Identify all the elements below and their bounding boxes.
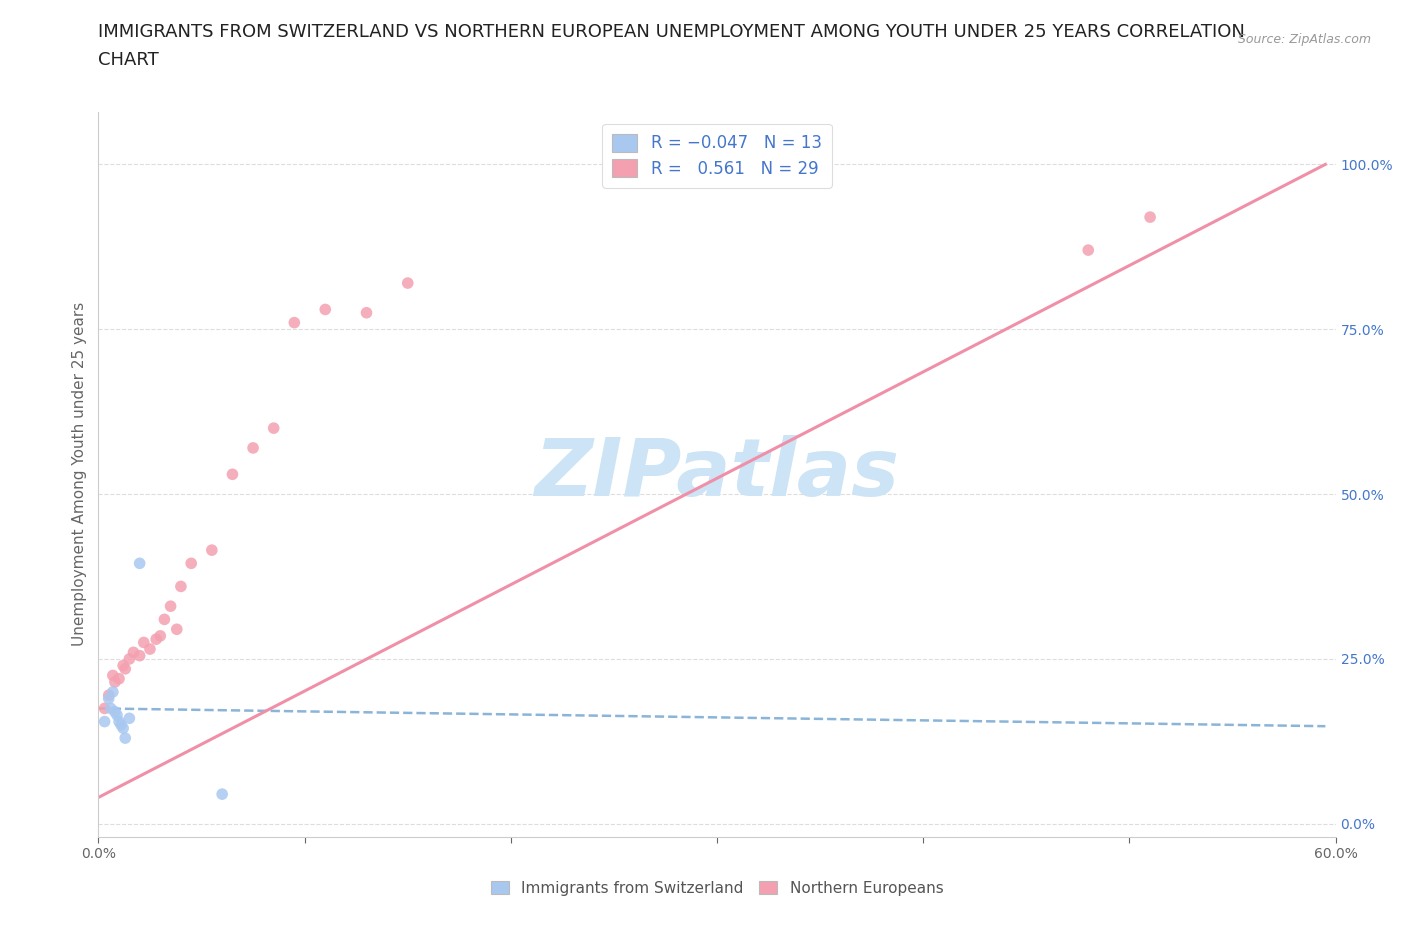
Point <box>221 467 243 482</box>
Point <box>118 652 141 667</box>
Point <box>93 701 115 716</box>
Point <box>128 556 150 571</box>
Point <box>101 684 124 699</box>
Point <box>283 315 305 330</box>
Point <box>396 275 419 290</box>
Point <box>314 302 336 317</box>
Point <box>100 701 122 716</box>
Legend: Immigrants from Switzerland, Northern Europeans: Immigrants from Switzerland, Northern Eu… <box>485 874 949 902</box>
Point <box>108 671 131 686</box>
Point <box>170 579 193 594</box>
Point <box>122 644 145 659</box>
Point <box>118 711 141 725</box>
Text: Source: ZipAtlas.com: Source: ZipAtlas.com <box>1237 33 1371 46</box>
Point <box>112 658 135 673</box>
Point <box>105 708 128 723</box>
Point <box>201 543 224 558</box>
Point <box>149 629 172 644</box>
Point <box>153 612 176 627</box>
Point <box>166 622 188 637</box>
Text: CHART: CHART <box>98 51 159 69</box>
Point <box>114 731 136 746</box>
Point <box>132 635 155 650</box>
Point <box>93 714 115 729</box>
Point <box>101 668 124 683</box>
Point <box>110 717 132 732</box>
Point <box>180 556 202 571</box>
Text: IMMIGRANTS FROM SWITZERLAND VS NORTHERN EUROPEAN UNEMPLOYMENT AMONG YOUTH UNDER : IMMIGRANTS FROM SWITZERLAND VS NORTHERN … <box>98 23 1246 41</box>
Point <box>108 714 131 729</box>
Point <box>242 441 264 456</box>
Point <box>139 642 162 657</box>
Point <box>114 661 136 676</box>
Y-axis label: Unemployment Among Youth under 25 years: Unemployment Among Youth under 25 years <box>72 302 87 646</box>
Point <box>128 648 150 663</box>
Point <box>211 787 233 802</box>
Point <box>112 721 135 736</box>
Point <box>159 599 181 614</box>
Point <box>104 674 127 689</box>
Point <box>97 691 120 706</box>
Point <box>1077 243 1099 258</box>
Text: ZIPatlas: ZIPatlas <box>534 435 900 513</box>
Point <box>97 688 120 703</box>
Point <box>1139 209 1161 224</box>
Point <box>145 631 167 646</box>
Point <box>263 420 285 435</box>
Point <box>104 704 127 719</box>
Point <box>356 305 378 320</box>
